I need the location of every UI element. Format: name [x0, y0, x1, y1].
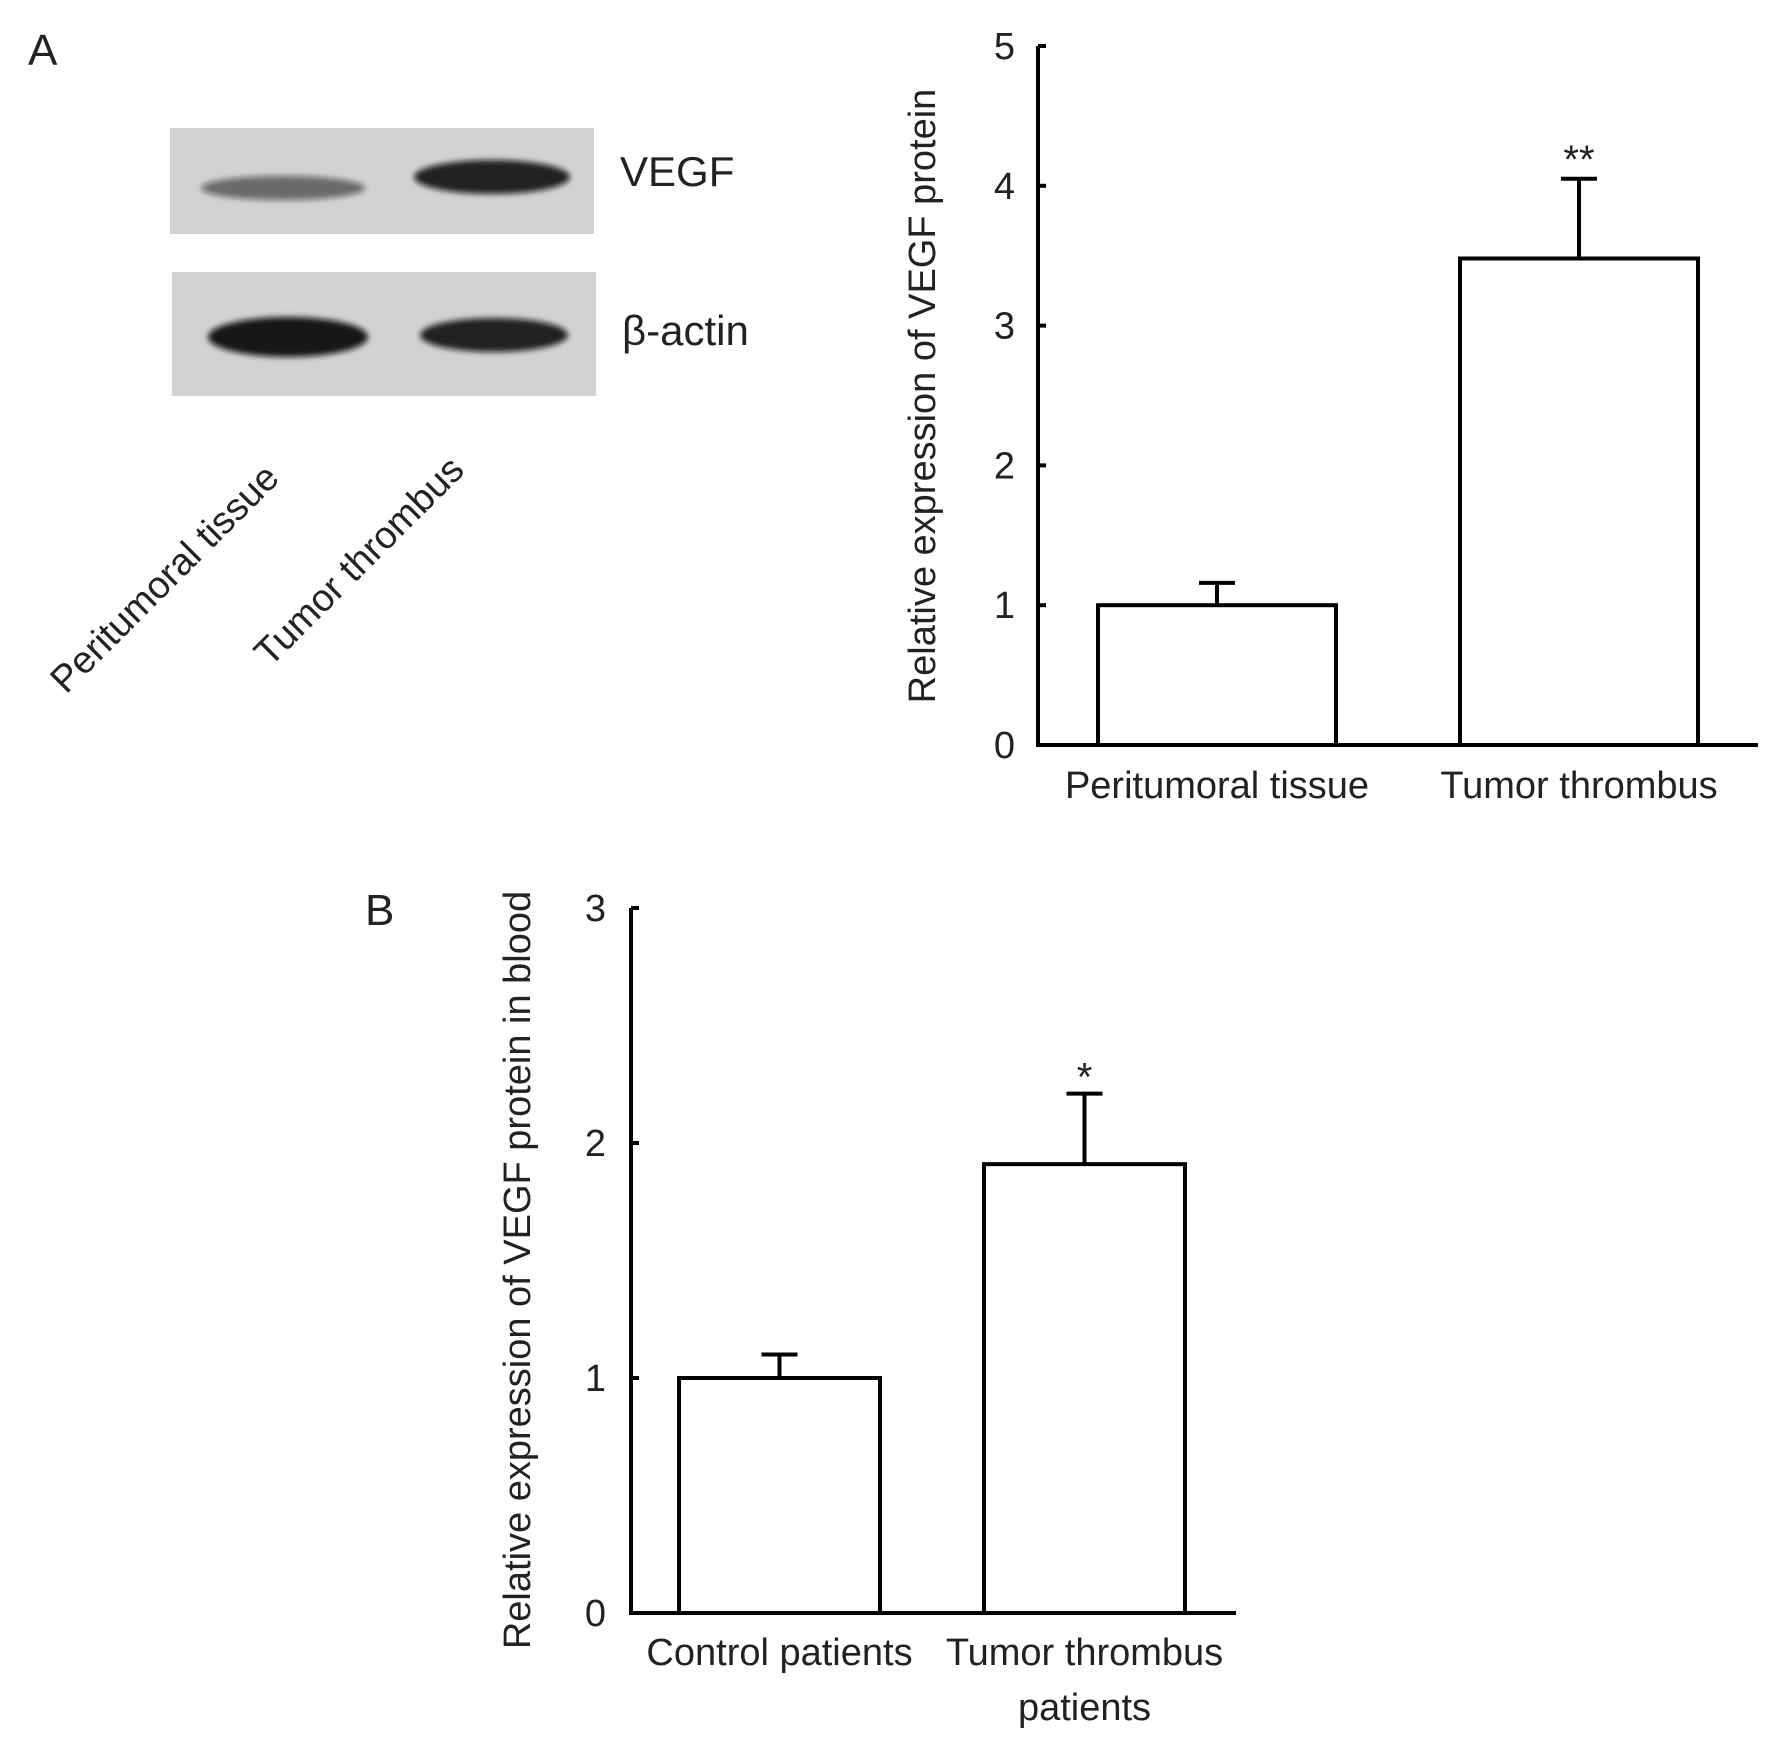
chart-b-y-tick-label-0: 0 — [585, 1593, 606, 1635]
chart-a-y-tick-label-2: 2 — [994, 445, 1015, 487]
panel-b-label: B — [365, 886, 394, 935]
western-blot: VEGF β-actin Peritumoral tissue Tumor th… — [43, 128, 749, 701]
chart-a-errorbars — [1199, 176, 1597, 606]
chart-a-y-tick-label-0: 0 — [994, 725, 1015, 767]
chart-b-x-label-0: Control patients — [646, 1632, 912, 1674]
chart-b-y-tick-label-1: 1 — [585, 1358, 606, 1400]
chart-b-x-label-1-line-1: patients — [1018, 1687, 1151, 1729]
chart-b-x-label-1-line-0: Tumor thrombus — [946, 1632, 1223, 1674]
chart-a-bars — [1096, 256, 1700, 748]
chart-b-bars — [677, 1162, 1187, 1616]
chart-b-x-label-1: Tumor thrombus patients — [946, 1632, 1223, 1729]
blot-strip-vegf: VEGF — [170, 128, 734, 234]
chart-a-y-ticks: 0 1 2 3 4 5 — [994, 26, 1046, 767]
chart-b-errorbars — [761, 1091, 1103, 1378]
chart-a-y-tick-label-3: 3 — [994, 306, 1015, 348]
chart-b-x-label-0-line-0: Control patients — [646, 1632, 912, 1674]
panel-a-label: A — [28, 26, 58, 75]
chart-a-significance: ** — [1563, 138, 1594, 182]
chart-b-y-ticks: 0 1 2 3 — [585, 888, 639, 1635]
band-label-vegf: VEGF — [620, 148, 734, 195]
chart-a-x-label-0: Peritumoral tissue — [1065, 765, 1369, 807]
chart-a-y-tick-label-1: 1 — [994, 585, 1015, 627]
chart-a-x-labels: Peritumoral tissue Tumor thrombus — [1065, 765, 1718, 807]
chart-b: 0 1 2 3 Control patients Tumor thrombus patie… — [497, 888, 1236, 1729]
chart-b-significance: * — [1077, 1056, 1093, 1100]
lane-label-peritumoral: Peritumoral tissue — [43, 457, 288, 702]
chart-b-bar-0 — [677, 1376, 882, 1615]
chart-b-bar-1 — [982, 1162, 1187, 1616]
chart-a-x-label-0-line-0: Peritumoral tissue — [1065, 765, 1369, 807]
blot-band-vegf-peritumoral — [201, 176, 365, 200]
chart-b-y-tick-label-2: 2 — [585, 1123, 606, 1165]
blot-band-vegf-thrombus — [414, 160, 570, 194]
chart-a-y-axis-label: Relative expression of VEGF protein — [902, 89, 944, 704]
chart-b-x-labels: Control patients Tumor thrombus patients — [646, 1632, 1223, 1729]
blot-strip-beta-actin: β-actin — [172, 272, 749, 396]
chart-a-y-tick-label-5: 5 — [994, 26, 1015, 68]
chart-a-x-label-1: Tumor thrombus — [1440, 765, 1717, 807]
chart-a-bar-1 — [1458, 256, 1700, 747]
chart-a-x-label-1-line-0: Tumor thrombus — [1440, 765, 1717, 807]
chart-b-y-axis-label: Relative expression of VEGF protein in b… — [497, 891, 539, 1649]
chart-b-significance-1: * — [1077, 1056, 1093, 1100]
chart-b-y-tick-label-3: 3 — [585, 888, 606, 930]
blot-band-actin-thrombus — [420, 318, 568, 352]
blot-band-actin-peritumoral — [208, 317, 368, 357]
chart-a-significance-1: ** — [1563, 138, 1594, 182]
chart-a-y-tick-label-4: 4 — [994, 166, 1015, 208]
band-label-beta-actin: β-actin — [622, 307, 749, 354]
chart-a-bar-0 — [1096, 603, 1338, 748]
